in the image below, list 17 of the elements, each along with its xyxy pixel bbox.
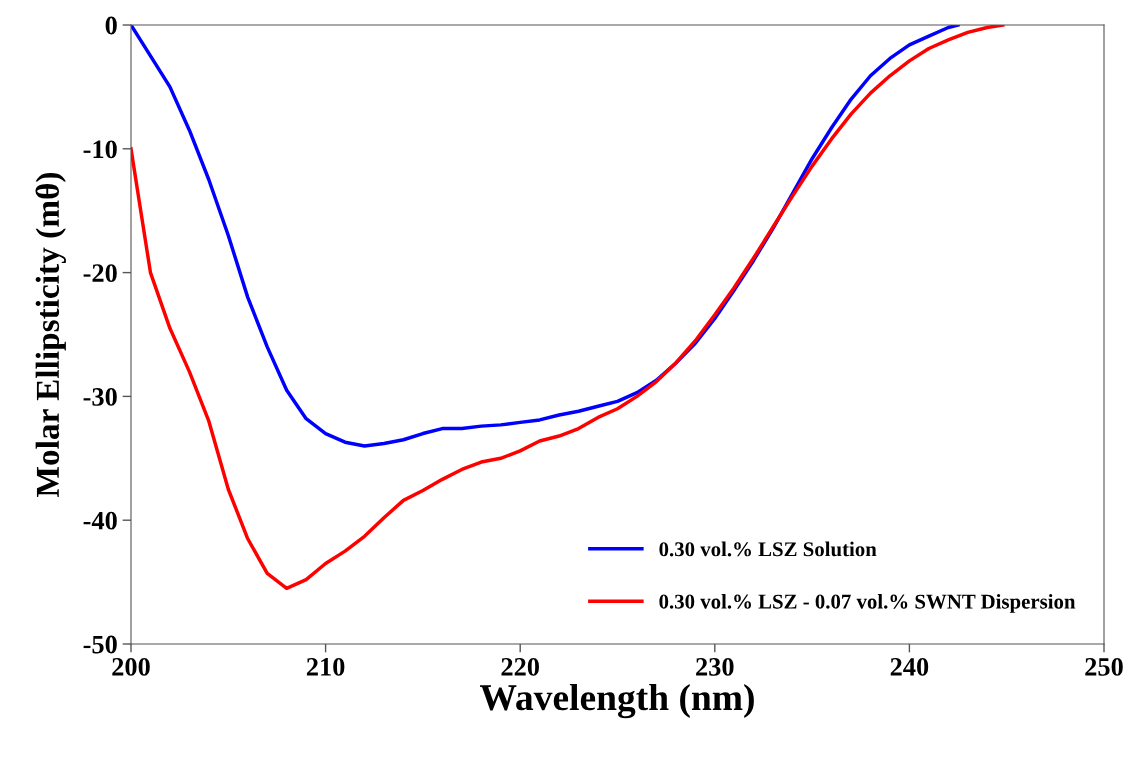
- x-tick-label: 200: [112, 657, 150, 676]
- x-tick-label: 240: [890, 657, 929, 676]
- x-axis-title: Wavelength (nm): [480, 683, 754, 719]
- y-axis-title: Molar Ellipsticity (mθ): [35, 172, 66, 497]
- y-tick-label: 0: [105, 16, 117, 35]
- x-tick-label: 210: [306, 657, 345, 676]
- legend-label: 0.30 vol.% LSZ - 0.07 vol.% SWNT Dispersion: [659, 593, 1076, 613]
- x-tick-label: 250: [1085, 657, 1123, 676]
- line-series: [131, 25, 1005, 591]
- y-tick-label: -10: [83, 140, 117, 159]
- y-tick-label: -30: [83, 388, 117, 406]
- legend-label: 0.30 vol.% LSZ Solution: [659, 541, 877, 557]
- y-tick-label: -40: [83, 511, 117, 530]
- y-tick-label: -50: [83, 635, 117, 654]
- y-tick-label: -20: [83, 264, 117, 283]
- x-tick-label: 220: [501, 657, 539, 676]
- x-tick-label: 230: [696, 657, 734, 676]
